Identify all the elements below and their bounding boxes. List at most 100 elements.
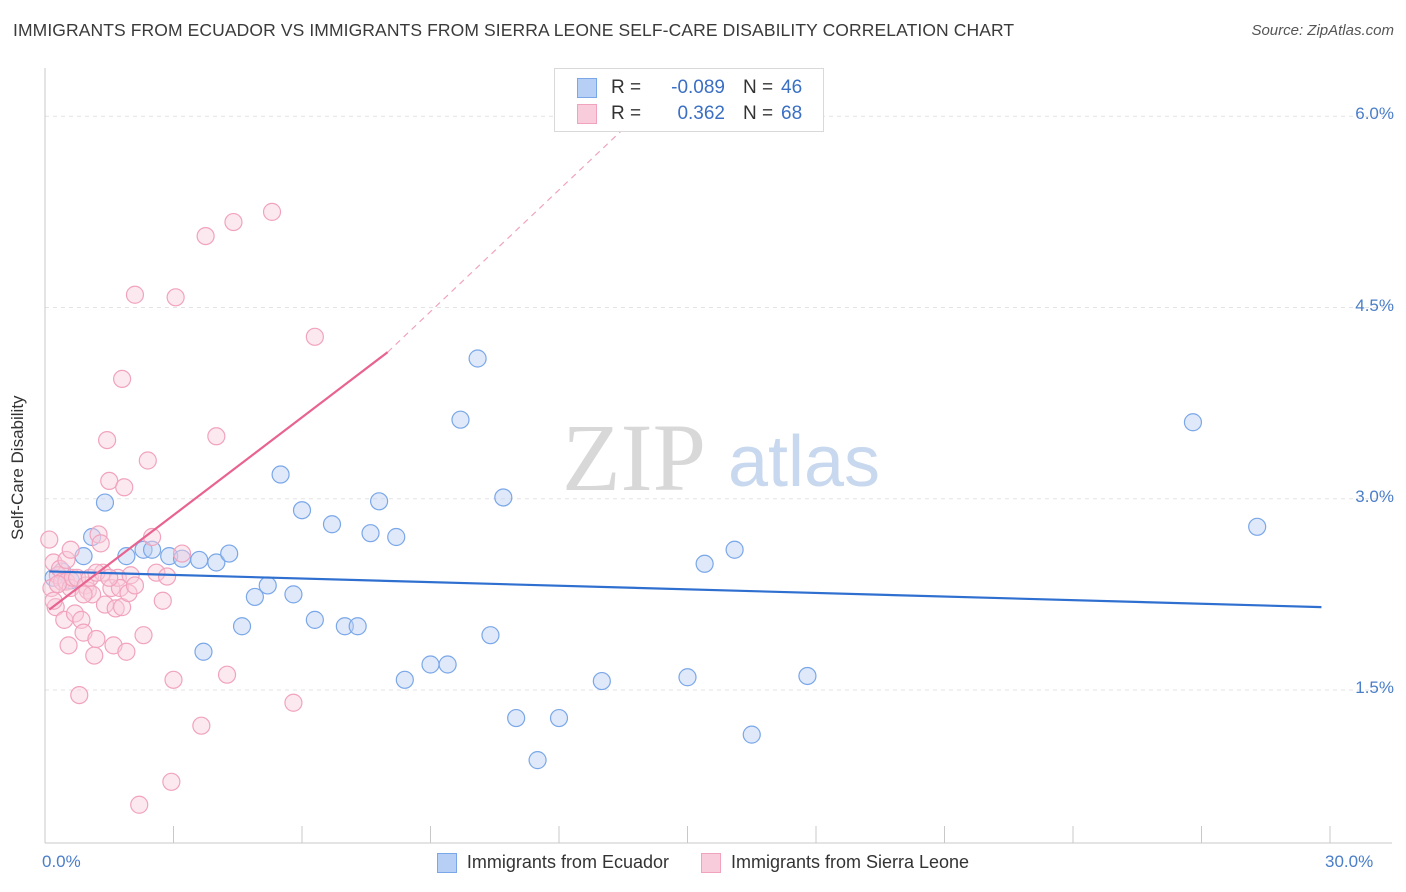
point-sierra-leone[interactable] xyxy=(70,685,89,705)
legend-n-label: N = xyxy=(743,77,774,98)
point-ecuador[interactable] xyxy=(494,488,513,507)
point-ecuador[interactable] xyxy=(194,642,213,661)
legend-label-sierra-leone: Immigrants from Sierra Leone xyxy=(730,852,970,872)
point-sierra-leone[interactable] xyxy=(164,670,183,689)
trend-line-ecuador xyxy=(49,570,1322,609)
point-sierra-leone[interactable] xyxy=(115,478,134,497)
point-ecuador[interactable] xyxy=(481,626,500,645)
point-ecuador[interactable] xyxy=(468,349,487,368)
point-ecuador[interactable] xyxy=(678,668,697,687)
point-sierra-leone[interactable] xyxy=(125,285,145,304)
point-ecuador[interactable] xyxy=(305,610,324,629)
legend-row-sierra-leone: R = 0.362 N = 68 xyxy=(577,102,802,126)
point-ecuador[interactable] xyxy=(348,617,367,636)
y-tick-label: 3.0% xyxy=(1355,486,1394,506)
point-sierra-leone[interactable] xyxy=(121,566,140,585)
data-points xyxy=(40,202,1267,814)
point-ecuador[interactable] xyxy=(190,550,209,570)
point-ecuador[interactable] xyxy=(245,587,264,607)
point-sierra-leone[interactable] xyxy=(147,563,166,582)
point-sierra-leone[interactable] xyxy=(207,427,226,446)
point-sierra-leone[interactable] xyxy=(40,530,59,549)
point-sierra-leone[interactable] xyxy=(157,567,177,586)
point-ecuador[interactable] xyxy=(451,410,470,429)
point-ecuador[interactable] xyxy=(335,617,354,636)
point-sierra-leone[interactable] xyxy=(61,540,80,559)
point-sierra-leone[interactable] xyxy=(153,591,172,610)
legend-item-ecuador[interactable]: Immigrants from Ecuador xyxy=(436,852,669,873)
point-ecuador[interactable] xyxy=(742,725,761,744)
legend-r-value: 0.362 xyxy=(677,103,725,124)
point-sierra-leone[interactable] xyxy=(117,642,136,661)
point-ecuador[interactable] xyxy=(292,501,312,520)
point-ecuador[interactable] xyxy=(271,465,290,484)
point-ecuador[interactable] xyxy=(507,708,526,728)
point-sierra-leone[interactable] xyxy=(74,585,93,604)
point-ecuador[interactable] xyxy=(258,576,277,595)
point-sierra-leone[interactable] xyxy=(106,599,125,618)
legend-n-value: 68 xyxy=(781,103,803,124)
point-ecuador[interactable] xyxy=(95,493,115,512)
point-ecuador[interactable] xyxy=(387,527,406,547)
chart-title: IMMIGRANTS FROM ECUADOR VS IMMIGRANTS FR… xyxy=(13,20,1015,40)
y-tick-label: 6.0% xyxy=(1355,104,1394,124)
point-ecuador[interactable] xyxy=(1183,413,1203,432)
point-sierra-leone[interactable] xyxy=(112,369,132,388)
legend-swatch-ecuador xyxy=(436,852,457,873)
legend-item-sierra-leone[interactable]: Immigrants from Sierra Leone xyxy=(700,852,970,873)
point-sierra-leone[interactable] xyxy=(130,795,149,814)
point-ecuador[interactable] xyxy=(592,671,611,691)
point-sierra-leone[interactable] xyxy=(125,576,145,595)
point-sierra-leone[interactable] xyxy=(262,202,282,221)
point-ecuador[interactable] xyxy=(725,540,744,559)
point-sierra-leone[interactable] xyxy=(224,212,243,232)
watermark: ZIP atlas xyxy=(562,404,880,511)
point-ecuador[interactable] xyxy=(1248,517,1267,536)
y-tick-label: 4.5% xyxy=(1355,295,1394,315)
point-sierra-leone[interactable] xyxy=(134,626,153,645)
point-sierra-leone[interactable] xyxy=(172,544,192,563)
point-sierra-leone[interactable] xyxy=(217,665,237,684)
point-ecuador[interactable] xyxy=(438,655,457,674)
point-sierra-leone[interactable] xyxy=(284,693,303,712)
point-sierra-leone[interactable] xyxy=(138,451,157,470)
point-ecuador[interactable] xyxy=(549,708,569,728)
point-sierra-leone[interactable] xyxy=(85,646,104,665)
point-sierra-leone[interactable] xyxy=(59,636,78,655)
point-ecuador[interactable] xyxy=(220,544,239,563)
point-ecuador[interactable] xyxy=(142,540,162,559)
point-sierra-leone[interactable] xyxy=(98,431,117,450)
point-ecuador[interactable] xyxy=(284,585,303,604)
point-ecuador[interactable] xyxy=(232,617,252,636)
point-ecuador[interactable] xyxy=(370,492,389,511)
point-sierra-leone[interactable] xyxy=(305,327,324,346)
point-sierra-leone[interactable] xyxy=(91,534,110,553)
legend-n-value: 46 xyxy=(781,77,803,98)
point-sierra-leone[interactable] xyxy=(57,550,76,570)
point-sierra-leone[interactable] xyxy=(162,772,181,791)
point-sierra-leone[interactable] xyxy=(87,629,106,649)
watermark-atlas: atlas xyxy=(728,422,880,502)
point-sierra-leone[interactable] xyxy=(196,227,215,246)
x-tick-label-min: 0.0% xyxy=(42,852,81,871)
point-ecuador[interactable] xyxy=(322,515,342,534)
watermark-zip: ZIP xyxy=(562,404,706,511)
legend-row-ecuador: R = -0.089 N = 46 xyxy=(577,76,802,100)
legend-r-value: -0.089 xyxy=(671,77,725,98)
point-ecuador[interactable] xyxy=(395,670,414,689)
point-ecuador[interactable] xyxy=(798,666,817,686)
point-sierra-leone[interactable] xyxy=(192,716,211,735)
point-ecuador[interactable] xyxy=(361,524,380,543)
point-ecuador[interactable] xyxy=(421,655,440,674)
legend-label-ecuador: Immigrants from Ecuador xyxy=(466,852,669,872)
legend-n-label: N = xyxy=(743,103,774,124)
trend-line-sierra-leone-extension xyxy=(387,128,624,353)
point-ecuador[interactable] xyxy=(207,553,226,572)
point-ecuador[interactable] xyxy=(695,554,714,573)
point-sierra-leone[interactable] xyxy=(166,288,185,307)
point-ecuador[interactable] xyxy=(528,751,547,770)
point-sierra-leone[interactable] xyxy=(48,575,67,594)
trend-line-sierra-leone xyxy=(48,351,389,611)
source-label: Source: ZipAtlas.com xyxy=(1251,22,1394,39)
